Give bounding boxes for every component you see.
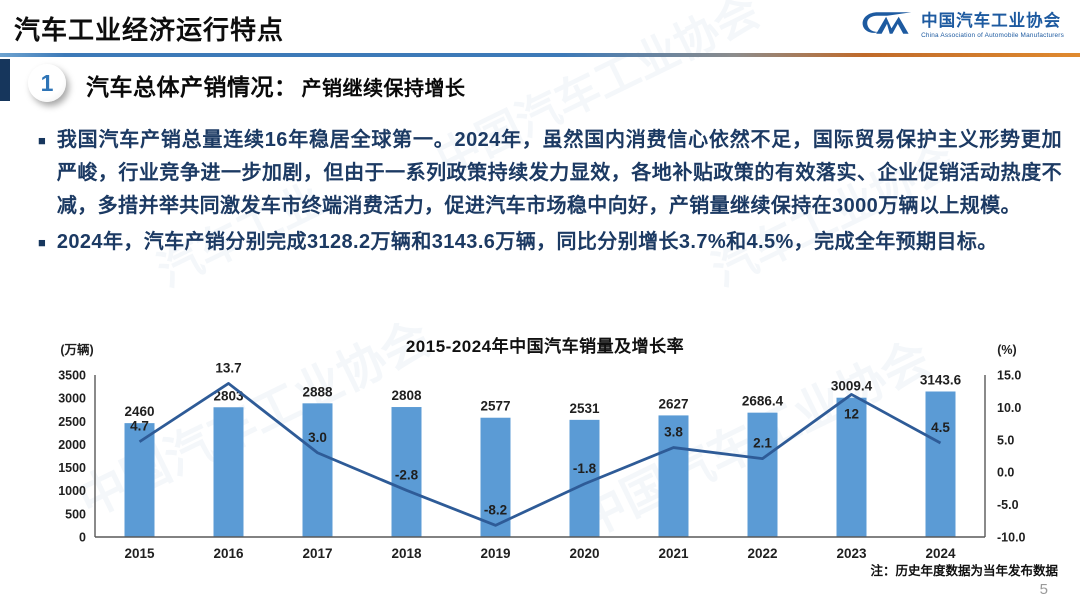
bar-2015 bbox=[124, 423, 155, 537]
list-item: ■ 2024年，汽车产销分别完成3128.2万辆和3143.6万辆，同比分别增长… bbox=[38, 226, 1062, 259]
bar-2022 bbox=[747, 412, 778, 537]
x-axis-label: 2019 bbox=[480, 546, 510, 561]
x-axis-label: 2021 bbox=[658, 546, 689, 561]
chart-canvas: (万辆) (%) 3500 3000 2500 2000 1500 1000 500 0 15.0 1… bbox=[58, 342, 1026, 561]
bar-2016 bbox=[213, 407, 244, 537]
bar-value-label: 2803 bbox=[213, 388, 244, 403]
bar-2023 bbox=[836, 397, 867, 537]
right-axis-tick: 5.0 bbox=[997, 433, 1014, 447]
growth-value-label: 13.7 bbox=[215, 360, 241, 375]
right-axis-tick: -5.0 bbox=[997, 498, 1019, 512]
page-number: 5 bbox=[1039, 581, 1048, 598]
bar-value-label: 3009.4 bbox=[831, 379, 873, 394]
right-axis-tick: 15.0 bbox=[997, 369, 1021, 383]
bar-2017 bbox=[302, 403, 333, 537]
bar-2021 bbox=[658, 415, 689, 537]
bullet-text: 2024年，汽车产销分别完成3128.2万辆和3143.6万辆，同比分别增长3.… bbox=[56, 231, 998, 253]
chart-note: 注：历史年度数据为当年发布数据 bbox=[870, 564, 1058, 578]
x-axis-label: 2018 bbox=[391, 546, 422, 561]
section-number: 1 bbox=[40, 69, 54, 96]
bar-value-label: 2686.4 bbox=[742, 394, 784, 409]
left-axis-tick: 3000 bbox=[58, 392, 86, 406]
bar-value-label: 2577 bbox=[480, 399, 510, 414]
bar-value-label: 2627 bbox=[658, 396, 688, 411]
right-axis-tick: 0.0 bbox=[997, 466, 1014, 480]
section-subtitle: 产销继续保持增长 bbox=[301, 78, 466, 100]
section-title: 汽车总体产销情况： bbox=[86, 74, 298, 100]
list-item: ■ 我国汽车产销总量连续16年稳居全球第一。2024年，虽然国内消费信心依然不足… bbox=[38, 124, 1062, 223]
caam-logo-icon bbox=[862, 12, 912, 34]
right-axis-unit: (%) bbox=[997, 343, 1016, 357]
left-axis-unit: (万辆) bbox=[60, 342, 93, 357]
chart-title: 2015-2024年中国汽车销量及增长率 bbox=[405, 337, 685, 356]
bar-value-label: 2460 bbox=[124, 404, 154, 419]
x-axis-label: 2024 bbox=[925, 546, 956, 561]
growth-value-label: 4.5 bbox=[931, 420, 950, 435]
left-axis-tick: 500 bbox=[65, 507, 86, 521]
bullet-list: ■ 我国汽车产销总量连续16年稳居全球第一。2024年，虽然国内消费信心依然不足… bbox=[38, 124, 1062, 262]
x-axis-label: 2022 bbox=[747, 546, 777, 561]
x-axis-label: 2023 bbox=[836, 546, 867, 561]
bar-value-label: 2531 bbox=[569, 401, 600, 416]
section-header: 汽车总体产销情况： 产销继续保持增长 bbox=[86, 68, 466, 102]
x-axis-label: 2017 bbox=[302, 546, 332, 561]
x-axis-label: 2015 bbox=[124, 546, 155, 561]
left-axis-tick: 3500 bbox=[58, 369, 86, 383]
growth-line bbox=[138, 382, 942, 527]
left-axis-tick: 2000 bbox=[58, 438, 86, 452]
growth-value-label: 3.8 bbox=[664, 425, 683, 440]
growth-value-label: 3.0 bbox=[308, 430, 327, 445]
bullet-text: 我国汽车产销总量连续16年稳居全球第一。2024年，虽然国内消费信心依然不足，国… bbox=[56, 129, 1062, 217]
section-number-badge: 1 bbox=[28, 64, 66, 102]
sales-growth-chart: 2015-2024年中国汽车销量及增长率 (万辆) (%) 3500 3000 2500… bbox=[30, 330, 1060, 585]
bar-2018 bbox=[391, 407, 422, 537]
x-axis-label: 2016 bbox=[213, 546, 244, 561]
growth-value-label: 4.7 bbox=[130, 419, 149, 434]
bullet-square-icon: ■ bbox=[38, 235, 46, 250]
bar-2019 bbox=[480, 417, 511, 537]
bar-2024 bbox=[925, 391, 956, 537]
section-accent-bar bbox=[0, 59, 10, 101]
logo-name-cn: 中国汽车工业协会 bbox=[921, 12, 1062, 30]
bar-value-label: 2888 bbox=[302, 384, 333, 399]
left-axis-tick: 1000 bbox=[58, 484, 86, 498]
left-axis-tick: 1500 bbox=[58, 461, 86, 475]
right-axis-tick: -10.0 bbox=[997, 531, 1026, 545]
growth-value-label: -1.8 bbox=[573, 461, 597, 476]
x-axis-label: 2020 bbox=[569, 546, 599, 561]
right-axis-tick: 10.0 bbox=[997, 401, 1021, 415]
bar-value-label: 3143.6 bbox=[920, 372, 962, 387]
growth-value-label: 2.1 bbox=[753, 436, 772, 451]
growth-value-label: -2.8 bbox=[395, 467, 419, 482]
page-title: 汽车工业经济运行特点 bbox=[14, 15, 285, 45]
growth-value-label: 12 bbox=[844, 406, 859, 421]
left-axis-tick: 2500 bbox=[58, 415, 86, 429]
left-axis-tick: 0 bbox=[79, 531, 86, 545]
caam-logo: 中国汽车工业协会 China Association of Automobile… bbox=[860, 7, 1064, 39]
header-divider bbox=[0, 53, 1080, 57]
logo-name-en: China Association of Automobile Manufact… bbox=[921, 32, 1064, 39]
bullet-square-icon: ■ bbox=[38, 133, 46, 148]
growth-value-label: -8.2 bbox=[484, 502, 507, 517]
bar-value-label: 2808 bbox=[391, 388, 422, 403]
